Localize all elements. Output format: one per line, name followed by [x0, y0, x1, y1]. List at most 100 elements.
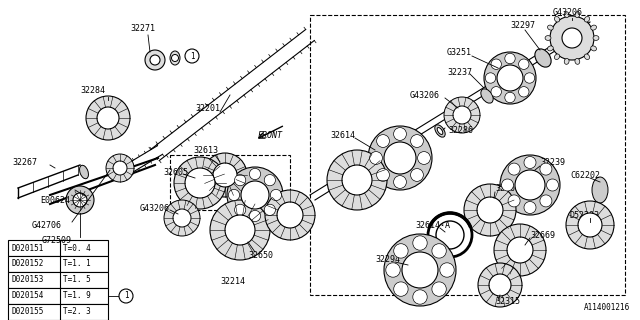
Circle shape	[342, 165, 372, 195]
Bar	[170, 155, 290, 210]
Circle shape	[497, 65, 523, 91]
Bar	[8, 288, 108, 304]
Circle shape	[518, 59, 529, 69]
Circle shape	[432, 282, 446, 296]
Text: 32267: 32267	[12, 157, 37, 166]
Ellipse shape	[591, 25, 596, 30]
Circle shape	[264, 204, 275, 215]
Text: T=1. 5: T=1. 5	[63, 276, 91, 284]
Circle shape	[540, 163, 552, 175]
Circle shape	[432, 244, 446, 258]
Circle shape	[524, 202, 536, 213]
Circle shape	[277, 202, 303, 228]
Circle shape	[394, 244, 408, 258]
Ellipse shape	[584, 17, 589, 22]
Text: 32271: 32271	[130, 23, 155, 33]
Circle shape	[241, 181, 269, 209]
Circle shape	[505, 53, 515, 64]
Ellipse shape	[170, 51, 180, 65]
Text: 32286: 32286	[448, 125, 473, 134]
Bar	[8, 304, 108, 320]
Circle shape	[518, 87, 529, 97]
Text: 32614⋆A: 32614⋆A	[415, 220, 450, 229]
Circle shape	[502, 179, 513, 191]
Circle shape	[203, 153, 247, 197]
Ellipse shape	[79, 165, 88, 179]
Circle shape	[524, 73, 534, 83]
Text: 32669: 32669	[530, 230, 555, 239]
Circle shape	[271, 189, 282, 201]
Circle shape	[491, 87, 501, 97]
Circle shape	[210, 200, 270, 260]
Ellipse shape	[564, 59, 569, 64]
Circle shape	[453, 106, 471, 124]
Circle shape	[540, 195, 552, 207]
Ellipse shape	[548, 46, 553, 51]
Ellipse shape	[554, 54, 559, 60]
Text: D020151: D020151	[11, 244, 44, 252]
Text: D020152: D020152	[11, 260, 44, 268]
Circle shape	[508, 195, 520, 207]
Circle shape	[578, 213, 602, 237]
Ellipse shape	[564, 12, 569, 18]
Circle shape	[566, 201, 614, 249]
Text: C62202: C62202	[570, 171, 600, 180]
Circle shape	[173, 209, 191, 227]
Circle shape	[440, 263, 454, 277]
Text: 32315: 32315	[495, 298, 520, 307]
Circle shape	[250, 168, 260, 180]
Ellipse shape	[535, 49, 551, 67]
Text: D52203: D52203	[570, 211, 600, 220]
Circle shape	[327, 150, 387, 210]
Circle shape	[394, 128, 406, 140]
Text: D020154: D020154	[11, 292, 44, 300]
Text: G43206: G43206	[410, 91, 440, 100]
Circle shape	[213, 163, 237, 187]
Circle shape	[66, 186, 94, 214]
Circle shape	[411, 169, 424, 181]
Circle shape	[172, 54, 179, 61]
Text: 32237: 32237	[447, 68, 472, 76]
Circle shape	[228, 189, 239, 201]
Circle shape	[250, 211, 260, 222]
Circle shape	[515, 170, 545, 200]
Ellipse shape	[591, 46, 596, 51]
Text: 32239: 32239	[540, 157, 565, 166]
Circle shape	[113, 161, 127, 175]
Text: 1: 1	[189, 52, 195, 60]
Circle shape	[491, 59, 501, 69]
Text: T=0. 4: T=0. 4	[63, 244, 91, 252]
Ellipse shape	[575, 59, 580, 64]
Bar	[8, 240, 108, 256]
Text: T=2. 3: T=2. 3	[63, 308, 91, 316]
Circle shape	[394, 282, 408, 296]
Ellipse shape	[592, 177, 608, 203]
Circle shape	[394, 176, 406, 188]
Circle shape	[384, 142, 416, 174]
Text: 32614: 32614	[330, 131, 355, 140]
Circle shape	[507, 237, 533, 263]
Text: 1: 1	[124, 292, 128, 300]
Circle shape	[478, 263, 522, 307]
Ellipse shape	[554, 17, 559, 22]
Circle shape	[418, 152, 431, 164]
Text: 32214: 32214	[220, 277, 245, 286]
Text: G3251: G3251	[447, 47, 472, 57]
Circle shape	[464, 184, 516, 236]
Circle shape	[562, 28, 582, 48]
Circle shape	[413, 236, 428, 250]
Circle shape	[386, 263, 400, 277]
Circle shape	[547, 179, 559, 191]
Circle shape	[150, 55, 160, 65]
Circle shape	[402, 252, 438, 288]
Circle shape	[119, 289, 133, 303]
Text: FRONT: FRONT	[258, 131, 283, 140]
Circle shape	[444, 97, 480, 133]
Circle shape	[227, 167, 283, 223]
Text: T=1. 1: T=1. 1	[63, 260, 91, 268]
Circle shape	[500, 155, 560, 215]
Ellipse shape	[575, 12, 580, 18]
Text: G43206: G43206	[553, 7, 583, 17]
Text: D020155: D020155	[11, 308, 44, 316]
Circle shape	[164, 200, 200, 236]
